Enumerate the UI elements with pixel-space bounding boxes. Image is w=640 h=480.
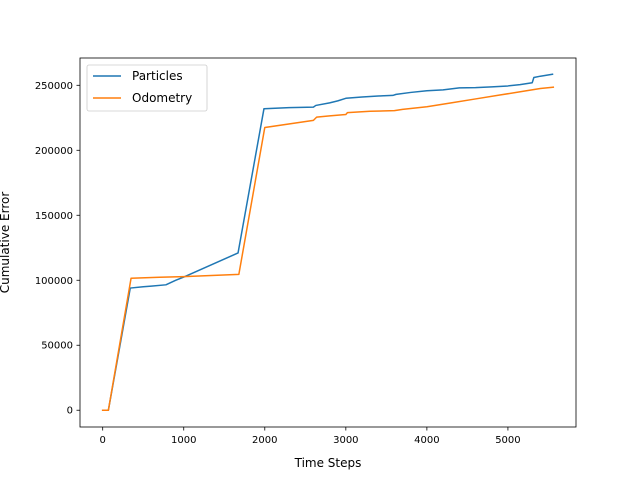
x-tick-label: 3000	[333, 435, 358, 446]
y-tick-label: 0	[67, 406, 73, 417]
y-tick-label: 250000	[35, 81, 73, 92]
x-axis-label: Time Steps	[294, 456, 362, 470]
x-tick-label: 1000	[171, 435, 196, 446]
x-tick-label: 2000	[252, 435, 277, 446]
series-line-particles	[101, 73, 554, 411]
y-tick-label: 50000	[41, 341, 73, 352]
y-tick-label: 100000	[35, 276, 73, 287]
plot-area-frame	[79, 57, 577, 428]
plot-layer	[101, 73, 555, 411]
legend-label-odometry: Odometry	[132, 91, 192, 105]
x-tick-label: 5000	[495, 435, 520, 446]
legend-label-particles: Particles	[132, 69, 183, 83]
y-tick-label: 150000	[35, 211, 73, 222]
x-tick-label: 4000	[414, 435, 439, 446]
y-tick-label: 200000	[35, 146, 73, 157]
y-axis-label: Cumulative Error	[0, 192, 12, 294]
series-line-odometry	[101, 86, 555, 411]
axes-layer: 0 1000 2000 3000 4000 50000500001000001500002…	[35, 81, 521, 446]
x-tick-label: 0	[100, 435, 106, 446]
legend: Particles Odometry	[86, 64, 208, 112]
